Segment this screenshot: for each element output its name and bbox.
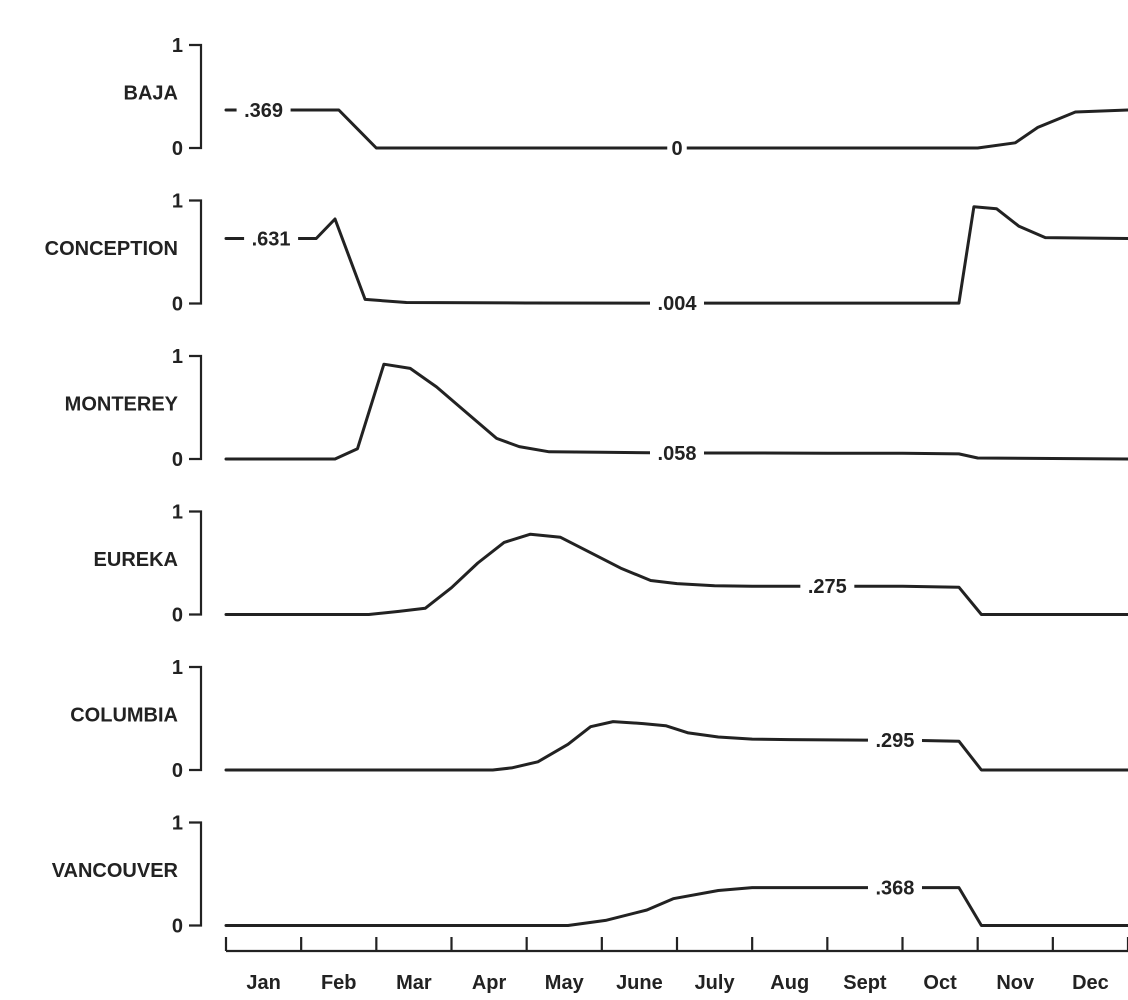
series-line-monterey — [224, 362, 1128, 461]
month-label-june: June — [616, 972, 663, 994]
series-line-eureka — [224, 532, 1128, 616]
y-tick-label-0: 0 — [172, 605, 183, 627]
month-label-dec: Dec — [1072, 972, 1109, 994]
series-line-columbia — [224, 720, 1128, 772]
panel-name-columbia: COLUMBIA — [70, 705, 178, 727]
month-label-jan: Jan — [246, 972, 280, 994]
panel-vancouver: 1 0 VANCOUVER .368 — [52, 813, 1128, 938]
value-label-2-background — [650, 290, 704, 317]
y-tick-label-1: 1 — [172, 191, 183, 213]
panel-name-monterey: MONTEREY — [65, 394, 179, 416]
y-axis-bracket — [189, 43, 203, 150]
y-tick-label-1: 1 — [172, 657, 183, 679]
value-label-background — [867, 874, 922, 901]
value-label: .369 — [244, 100, 283, 122]
month-label-feb: Feb — [321, 972, 357, 994]
panel-conception: 1 0 CONCEPTION .631 .004 — [45, 191, 1128, 317]
month-label-nov: Nov — [996, 972, 1035, 994]
y-axis-bracket — [189, 665, 203, 772]
month-label-oct: Oct — [923, 972, 957, 994]
series-line-vancouver — [224, 886, 1128, 927]
value-label-background — [650, 440, 704, 467]
value-label-background — [867, 727, 922, 754]
panel-name-vancouver: VANCOUVER — [52, 860, 179, 882]
value-label: .275 — [808, 576, 847, 598]
y-axis-bracket — [189, 821, 203, 927]
y-tick-label-0: 0 — [172, 294, 183, 316]
value-label: .631 — [252, 229, 291, 251]
value-label: .058 — [658, 443, 697, 465]
month-label-apr: Apr — [472, 972, 507, 994]
panel-name-baja: BAJA — [124, 83, 178, 105]
panel-eureka: 1 0 EUREKA .275 — [94, 502, 1128, 627]
series-line-conception — [224, 205, 1128, 305]
month-axis: Jan Feb Mar Apr May June July Aug Sept Oct Nov Dec — [224, 937, 1128, 994]
y-tick-label-1: 1 — [172, 813, 183, 835]
value-label-background — [244, 225, 299, 252]
y-tick-label-1: 1 — [172, 346, 183, 368]
value-label-background — [800, 573, 855, 600]
month-label-mar: Mar — [396, 972, 432, 994]
y-tick-label-0: 0 — [172, 916, 183, 938]
panel-baja: 1 0 BAJA .369 0 — [124, 35, 1128, 161]
value-label: .295 — [876, 730, 915, 752]
panel-name-eureka: EUREKA — [94, 549, 178, 571]
value-label-2: .004 — [658, 293, 698, 315]
y-axis-bracket — [189, 199, 203, 305]
value-label: .368 — [876, 878, 915, 900]
month-label-may: May — [545, 972, 585, 994]
y-tick-label-1: 1 — [172, 35, 183, 57]
month-label-july: July — [695, 972, 736, 994]
panels-group: 1 0 BAJA .369 0 1 0 CONCEPTION .631 .004 1 0 MONTERE… — [45, 35, 1128, 938]
value-label-background — [236, 96, 291, 123]
month-label-aug: Aug — [770, 972, 809, 994]
y-tick-label-0: 0 — [172, 760, 183, 782]
panel-monterey: 1 0 MONTEREY .058 — [65, 346, 1128, 471]
y-axis-bracket — [189, 354, 203, 461]
y-tick-label-0: 0 — [172, 449, 183, 471]
y-axis-bracket — [189, 510, 203, 616]
month-label-sept: Sept — [843, 972, 887, 994]
panel-name-conception: CONCEPTION — [45, 238, 178, 260]
value-label-2-background — [667, 135, 687, 161]
panel-columbia: 1 0 COLUMBIA .295 — [70, 657, 1128, 782]
y-tick-label-0: 0 — [172, 138, 183, 160]
y-tick-label-1: 1 — [172, 502, 183, 524]
value-label-2: 0 — [671, 138, 682, 160]
